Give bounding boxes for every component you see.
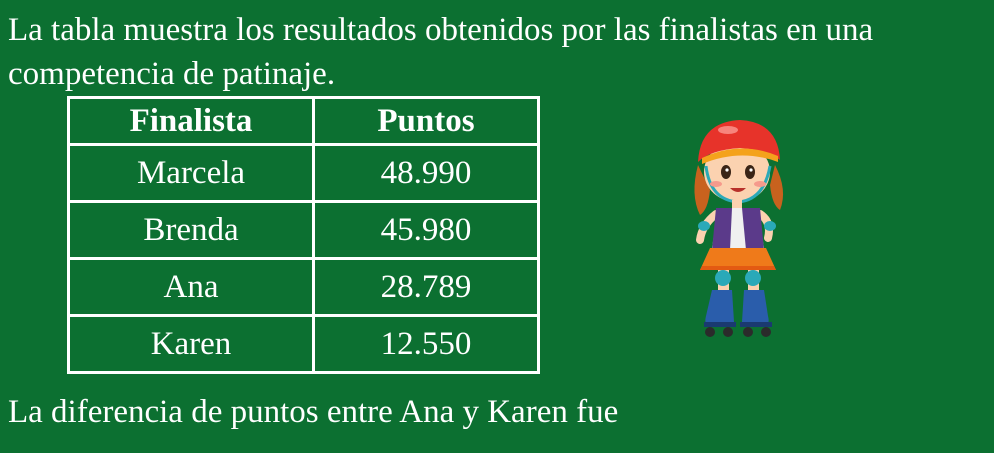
table-header-row: Finalista Puntos xyxy=(67,96,540,146)
intro-text: La tabla muestra los resultados obtenido… xyxy=(8,12,874,92)
table-row: Marcela 48.990 xyxy=(67,143,540,203)
header-finalista: Finalista xyxy=(67,96,315,146)
finalist-name: Ana xyxy=(67,257,315,317)
girl-roller-skater-icon xyxy=(694,120,784,337)
table-row: Ana 28.789 xyxy=(67,257,540,317)
finalist-points: 48.990 xyxy=(312,143,540,203)
finalist-points: 28.789 xyxy=(312,257,540,317)
finalist-name: Karen xyxy=(67,314,315,374)
finalist-name: Brenda xyxy=(67,200,315,260)
question-text: La diferencia de puntos entre Ana y Kare… xyxy=(8,394,619,430)
table-row: Brenda 45.980 xyxy=(67,200,540,260)
table-row: Karen 12.550 xyxy=(67,314,540,374)
finalist-points: 45.980 xyxy=(312,200,540,260)
results-table: Finalista Puntos Marcela 48.990 Brenda 4… xyxy=(67,96,540,374)
finalist-name: Marcela xyxy=(67,143,315,203)
finalist-points: 12.550 xyxy=(312,314,540,374)
header-puntos: Puntos xyxy=(312,96,540,146)
